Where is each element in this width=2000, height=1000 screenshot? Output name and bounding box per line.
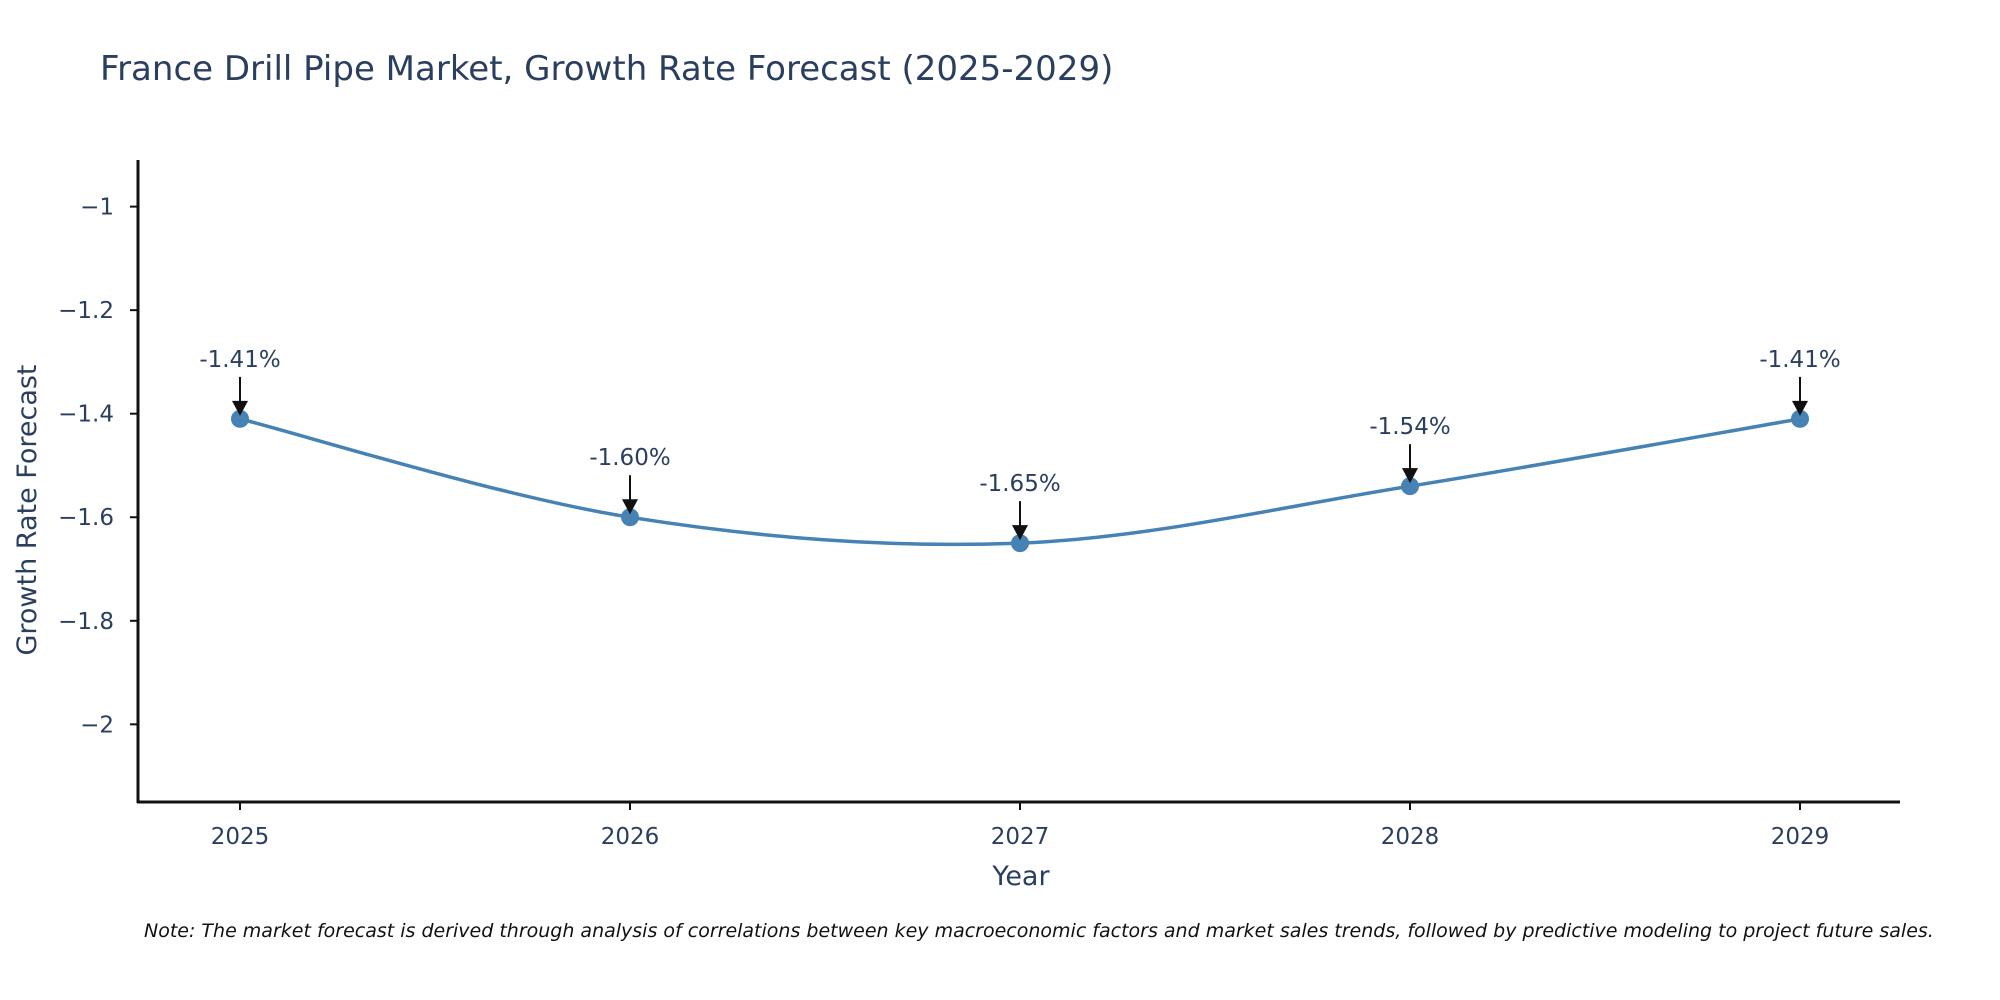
annotation-arrow-head <box>1402 468 1418 484</box>
data-label: -1.41% <box>1759 347 1841 416</box>
data-label: -1.54% <box>1369 414 1451 484</box>
data-label-text: -1.65% <box>979 471 1060 497</box>
data-labels: -1.41% -1.60% -1.65% -1.54% -1.41% <box>199 347 1841 541</box>
chart-title: France Drill Pipe Market, Growth Rate Fo… <box>100 49 1113 89</box>
x-tick-label: 2026 <box>601 824 660 850</box>
annotation-arrow-head <box>1792 400 1808 416</box>
y-tick-label: −1.8 <box>58 609 114 635</box>
data-label-text: -1.60% <box>589 445 670 471</box>
y-tick-label: −1.2 <box>58 298 114 324</box>
footnote: Note: The market forecast is derived thr… <box>144 920 1934 942</box>
data-point <box>621 508 639 527</box>
y-axis-ticks: −1 −1.2 −1.4 −1.6 −1.8 −2 <box>58 195 138 738</box>
y-tick-label: −2 <box>80 712 114 738</box>
data-point <box>1011 534 1029 553</box>
y-tick-label: −1.4 <box>58 402 114 428</box>
annotation-arrow-head <box>622 499 638 515</box>
annotation-arrow-head <box>1012 525 1028 541</box>
annotation-arrow-head <box>232 400 248 416</box>
x-axis-ticks: 2025 2026 2027 2028 2029 <box>211 802 1830 850</box>
data-label-text: -1.54% <box>1369 414 1450 440</box>
data-points <box>231 409 1809 553</box>
x-tick-label: 2025 <box>211 824 270 850</box>
data-point <box>1401 477 1419 496</box>
x-tick-label: 2029 <box>1771 824 1830 850</box>
data-point <box>1791 409 1809 428</box>
data-label: -1.60% <box>589 445 671 515</box>
data-label-text: -1.41% <box>199 347 280 373</box>
x-axis-title: Year <box>991 861 1050 892</box>
y-axis-title: Growth Rate Forecast <box>12 364 43 655</box>
x-tick-label: 2027 <box>991 824 1050 850</box>
data-label-text: -1.41% <box>1759 347 1840 373</box>
x-tick-label: 2028 <box>1381 824 1440 850</box>
data-point <box>231 409 249 428</box>
data-label: -1.65% <box>979 471 1061 541</box>
y-tick-label: −1.6 <box>58 505 114 531</box>
y-tick-label: −1 <box>80 195 114 221</box>
data-label: -1.41% <box>199 347 281 416</box>
